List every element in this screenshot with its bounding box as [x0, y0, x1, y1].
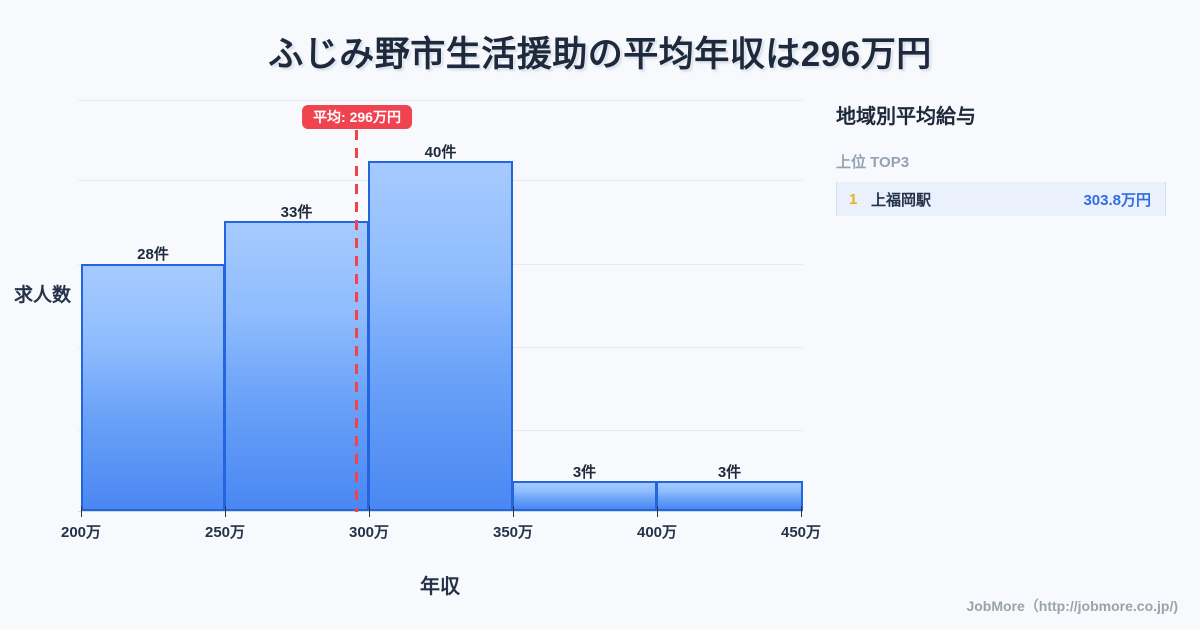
x-tick-label-4: 400万: [636, 524, 678, 541]
bar-350-400[interactable]: [512, 481, 657, 511]
rank-value: 303.8万円: [1083, 191, 1151, 209]
bar-label-300-350: 40件: [424, 144, 457, 161]
rank-number: 1: [849, 190, 858, 208]
bar-250-300[interactable]: [224, 221, 369, 511]
gridline: [78, 100, 803, 101]
x-tick-label-5: 450万: [780, 524, 822, 541]
list-item[interactable]: 1 上福岡駅 303.8万円: [836, 182, 1166, 216]
footer-credit: JobMore（http://jobmore.co.jp/): [966, 598, 1178, 614]
panel-subheading: 上位 TOP3: [836, 154, 910, 171]
regional-salary-panel: 地域別平均給与 上位 TOP3 1 上福岡駅 303.8万円: [836, 100, 1166, 216]
bar-label-250-300: 33件: [280, 204, 313, 221]
bar-label-350-400: 3件: [572, 464, 597, 481]
x-axis-title: 年収: [420, 576, 460, 598]
bar-400-450[interactable]: [656, 481, 803, 511]
bar-label-400-450: 3件: [717, 464, 742, 481]
x-tick-label-0: 200万: [60, 524, 102, 541]
rank-name: 上福岡駅: [871, 191, 932, 209]
average-line: [355, 130, 358, 512]
bar-label-200-250: 28件: [137, 246, 169, 263]
y-axis-title: 求人数: [14, 285, 72, 306]
tick-mark: [369, 506, 370, 517]
tick-mark: [225, 506, 226, 517]
panel-heading: 地域別平均給与: [836, 106, 976, 128]
x-tick-label-1: 250万: [204, 524, 246, 541]
bar-200-250[interactable]: [81, 264, 225, 511]
tick-mark: [513, 506, 514, 517]
x-axis-baseline: [78, 511, 803, 512]
x-tick-label-3: 350万: [492, 524, 534, 541]
tick-mark: [657, 506, 658, 517]
bar-300-350[interactable]: [368, 161, 513, 511]
average-badge: 平均: 296万円: [302, 105, 412, 129]
x-tick-label-2: 300万: [348, 524, 390, 541]
page-title: ふじみ野市生活援助の平均年収は296万円: [268, 35, 932, 74]
tick-mark: [801, 506, 802, 517]
tick-mark: [81, 506, 82, 517]
